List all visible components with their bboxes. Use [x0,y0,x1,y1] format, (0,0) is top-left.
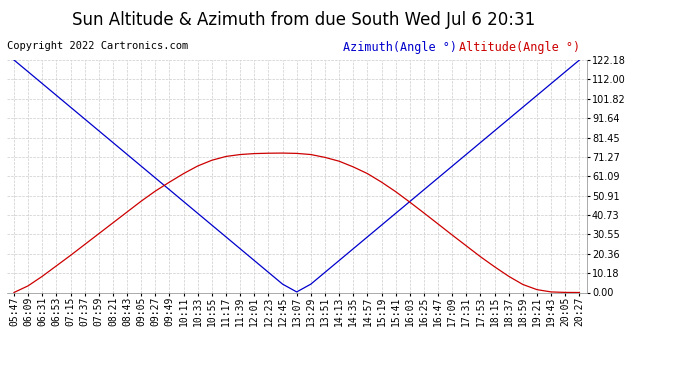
Text: Altitude(Angle °): Altitude(Angle °) [459,41,580,54]
Text: Sun Altitude & Azimuth from due South Wed Jul 6 20:31: Sun Altitude & Azimuth from due South We… [72,11,535,29]
Text: Azimuth(Angle °): Azimuth(Angle °) [343,41,457,54]
Text: Copyright 2022 Cartronics.com: Copyright 2022 Cartronics.com [7,41,188,51]
